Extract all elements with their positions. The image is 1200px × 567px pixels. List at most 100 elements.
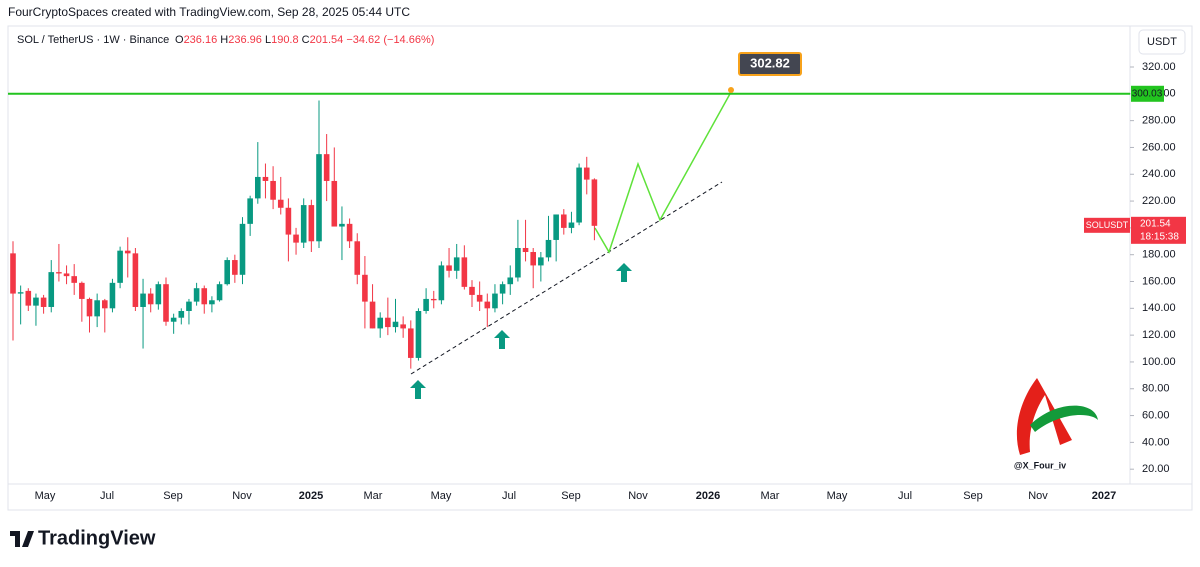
candle-body (492, 293, 498, 309)
candle-body (109, 282, 116, 309)
header: FourCryptoSpaces created with TradingVie… (8, 5, 410, 19)
arrows (410, 263, 632, 399)
target-label: 302.82 (750, 55, 790, 70)
candle-body (362, 274, 368, 302)
brand: TradingView (38, 527, 156, 549)
candle-body (293, 234, 299, 243)
candle-body (48, 272, 55, 307)
candle-body (484, 301, 491, 309)
legend-key: O (175, 34, 184, 46)
x-tick-label: May (827, 490, 848, 502)
legend-value: 236.16 (184, 34, 218, 46)
candle-body (530, 252, 536, 266)
x-tick-label: 2027 (1092, 490, 1116, 502)
candle-body (232, 260, 238, 275)
y-tick-label: 20.00 (1142, 463, 1170, 475)
candle-body (63, 273, 70, 277)
target-box (738, 52, 802, 76)
candle-body (583, 167, 590, 180)
candle-body (10, 253, 16, 294)
ticker: SOLUSDT (1086, 220, 1129, 230)
x-tick-label: Mar (761, 490, 780, 502)
brand-logo (10, 531, 34, 547)
y-tick-label: 60.00 (1142, 409, 1170, 421)
candle-body (576, 167, 582, 223)
watermark: @X_Four_iv (1014, 460, 1066, 470)
watermark-logo (1016, 378, 1098, 455)
x-tick-label: Jul (502, 490, 516, 502)
y-tick-label: 160.00 (1142, 275, 1176, 287)
x-tick-label: Sep (963, 490, 983, 502)
candle-body (538, 257, 544, 266)
candle-body (476, 294, 483, 302)
legend-value: −34.62 (−14.66%) (346, 34, 434, 46)
candle-body (201, 288, 208, 305)
candle-body (331, 180, 338, 227)
candle-body (140, 293, 146, 307)
candle-body (224, 260, 230, 285)
x-tick-label: Nov (232, 490, 252, 502)
x-tick-label: Jul (898, 490, 912, 502)
ohlc-legend: O236.16 H236.96 L190.8 C201.54 −34.62 (−… (175, 34, 434, 46)
candle-body (339, 223, 345, 227)
symbol: SOL / TetherUS · 1W · Binance (17, 34, 169, 46)
candle-body (79, 282, 85, 299)
x-tick-label: Nov (628, 490, 648, 502)
projection (594, 91, 732, 254)
currency-box (1138, 29, 1186, 55)
candle-body (308, 205, 315, 242)
ticker-tag (1084, 217, 1130, 233)
candle-body (86, 298, 93, 317)
y-tick-label: 260.00 (1142, 141, 1176, 153)
candle-body (591, 179, 598, 226)
candle-body (499, 284, 506, 294)
candle-body (354, 241, 361, 275)
candle-body (316, 154, 322, 242)
candle-body (423, 298, 429, 311)
candle-body (346, 223, 353, 242)
candle-body (285, 207, 292, 235)
candle-body (522, 247, 529, 253)
currency: USDT (1147, 36, 1177, 48)
x-tick-label: 2025 (299, 490, 323, 502)
candle-body (507, 277, 514, 285)
candle-body (124, 250, 131, 254)
y-tick-label: 120.00 (1142, 329, 1176, 341)
price-tag (1131, 216, 1186, 244)
x-tick-label: Mar (364, 490, 383, 502)
x-tick-label: May (431, 490, 452, 502)
x-tick-label: May (35, 490, 56, 502)
candle-body (270, 180, 276, 200)
y-tick-label: 280.00 (1142, 115, 1176, 127)
y-tick-label: 100.00 (1142, 356, 1176, 368)
legend-value: 236.96 (228, 34, 262, 46)
candle-body (553, 214, 559, 240)
x-tick-label: 2026 (696, 490, 720, 502)
candle-body (300, 205, 307, 243)
candle-body (94, 300, 100, 317)
x-tick-label: Sep (561, 490, 581, 502)
candle-body (408, 328, 414, 358)
candle-body (193, 288, 200, 302)
y-tick-label: 180.00 (1142, 249, 1176, 261)
candle-body (392, 321, 399, 328)
x-tick-label: Sep (163, 490, 183, 502)
candle-body (446, 265, 452, 271)
y-tick-label: 40.00 (1142, 436, 1170, 448)
candle-body (147, 293, 154, 305)
candle-body (33, 297, 39, 306)
legend-value: 201.54 (310, 34, 344, 46)
countdown: 18:15:38 (1140, 231, 1179, 242)
arrow (410, 380, 426, 399)
candle-body (216, 284, 223, 301)
legend-value: 190.8 (271, 34, 299, 46)
target-point (728, 87, 734, 94)
y-tick-label: 220.00 (1142, 195, 1176, 207)
candle-body (369, 301, 376, 329)
x-tick-label: Nov (1028, 490, 1048, 502)
level-label: 300.03 (1132, 88, 1163, 99)
frame (7, 25, 1193, 511)
y-tick-label: 80.00 (1142, 383, 1170, 395)
